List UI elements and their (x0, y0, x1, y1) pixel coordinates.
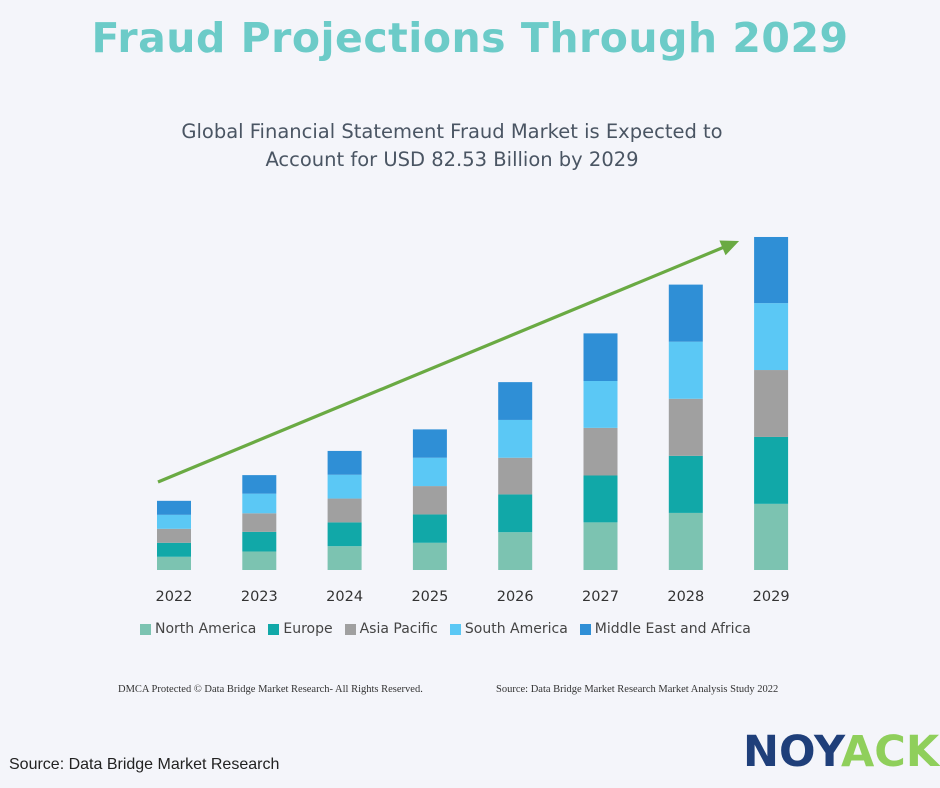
bar-2023-north-america (242, 551, 277, 570)
bar-2029-europe (754, 436, 789, 504)
bar-2026-north-america (498, 532, 533, 570)
legend-item-middle-east-and-africa: Middle East and Africa (579, 621, 751, 637)
bar-2028-north-america (668, 512, 703, 570)
x-tick-label: 2028 (667, 589, 704, 605)
chart-title-line-2: Account for USD 82.53 Billion by 2029 (265, 148, 639, 171)
x-tick-label: 2026 (497, 589, 534, 605)
bar-2025-middle-east-and-africa (412, 429, 447, 458)
dmca-notice: DMCA Protected © Data Bridge Market Rese… (118, 684, 423, 695)
bar-2025-north-america (412, 542, 447, 570)
legend-item-north-america: North America (140, 621, 256, 637)
bar-2024-south-america (327, 474, 362, 499)
bar-2024-asia-pacific (327, 498, 362, 523)
legend-swatch (344, 623, 356, 635)
legend-swatch (140, 623, 151, 635)
legend-label: South America (464, 621, 568, 637)
bar-2027-middle-east-and-africa (583, 333, 618, 381)
chart-title-line-1: Global Financial Statement Fraud Market … (181, 120, 723, 143)
bar-2027-asia-pacific (583, 427, 618, 476)
bars-group (157, 236, 789, 570)
bar-2022-middle-east-and-africa (157, 500, 191, 515)
bar-2029-south-america (754, 303, 789, 371)
legend-swatch (579, 623, 591, 635)
bar-2024-middle-east-and-africa (327, 450, 362, 475)
bar-2025-south-america (412, 457, 447, 487)
trend-line (157, 243, 730, 484)
bar-2026-europe (498, 494, 533, 533)
bar-2027-north-america (583, 522, 618, 570)
bar-2029-north-america (754, 503, 789, 570)
bar-2026-asia-pacific (498, 457, 533, 495)
stacked-bar-chart: 2022 2023 2024 2025 2026 2027 2028 2029 (156, 236, 790, 605)
bar-2024-north-america (327, 546, 362, 570)
bar-2025-europe (412, 514, 447, 543)
trend-arrowhead (719, 240, 740, 256)
legend-label: Middle East and Africa (594, 621, 751, 637)
bar-2028-south-america (668, 341, 703, 399)
chart-legend: North America Europe Asia Pacific South Ame… (140, 621, 751, 637)
source-credit: Source: Data Bridge Market Research (9, 756, 280, 773)
legend-swatch (268, 623, 280, 635)
bar-2023-asia-pacific (242, 513, 277, 532)
logo-part-2: ACK (841, 727, 940, 777)
legend-item-asia-pacific: Asia Pacific (344, 621, 438, 637)
chart-title: Global Financial Statement Fraud Market … (0, 118, 904, 174)
trend-arrow (157, 240, 740, 484)
bar-2029-asia-pacific (754, 370, 789, 437)
legend-label: North America (155, 621, 257, 637)
x-tick-labels: 2022 2023 2024 2025 2026 2027 2028 2029 (156, 589, 790, 605)
x-tick-label: 2025 (411, 589, 448, 605)
bar-2028-asia-pacific (668, 398, 703, 456)
bar-2027-europe (583, 475, 618, 523)
x-tick-label: 2024 (326, 589, 363, 605)
bar-2026-middle-east-and-africa (498, 382, 533, 420)
x-tick-label: 2027 (582, 589, 619, 605)
bar-2022-europe (157, 542, 191, 557)
x-tick-label: 2022 (156, 589, 193, 605)
bar-2026-south-america (498, 419, 533, 458)
study-source-note: Source: Data Bridge Market Research Mark… (496, 684, 779, 695)
legend-item-south-america: South America (449, 621, 568, 637)
page-title: Fraud Projections Through 2029 (91, 14, 849, 62)
bar-2029-middle-east-and-africa (754, 236, 789, 304)
legend-swatch (449, 623, 461, 635)
noyack-logo: NOYACK (743, 731, 939, 774)
bar-2022-north-america (157, 556, 191, 570)
legend-label: Europe (283, 621, 333, 637)
bar-2025-asia-pacific (412, 486, 447, 515)
logo-part-1: NOY (743, 727, 842, 777)
x-tick-label: 2029 (753, 589, 790, 605)
bar-2023-europe (242, 531, 277, 552)
bar-2022-asia-pacific (157, 528, 191, 543)
bar-2028-europe (668, 455, 703, 513)
bar-2027-south-america (583, 381, 618, 428)
x-tick-label: 2023 (241, 589, 278, 605)
bar-2023-south-america (242, 493, 277, 514)
bar-2023-middle-east-and-africa (242, 475, 277, 494)
bar-2024-europe (327, 522, 362, 547)
bar-2028-middle-east-and-africa (668, 284, 703, 342)
legend-label: Asia Pacific (359, 621, 438, 637)
legend-item-europe: Europe (268, 621, 333, 637)
bar-2022-south-america (157, 514, 191, 529)
